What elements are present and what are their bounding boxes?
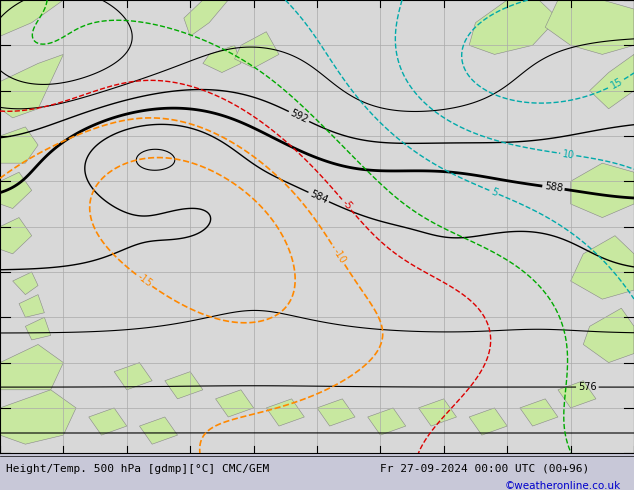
Polygon shape [558, 381, 596, 408]
Polygon shape [571, 236, 634, 299]
Text: 15: 15 [609, 76, 624, 91]
Polygon shape [216, 390, 254, 417]
Polygon shape [0, 127, 38, 163]
Polygon shape [469, 408, 507, 435]
Polygon shape [368, 408, 406, 435]
Text: -15: -15 [135, 272, 153, 289]
Polygon shape [520, 399, 558, 426]
Polygon shape [0, 390, 76, 444]
Polygon shape [235, 32, 279, 68]
Polygon shape [545, 0, 634, 54]
Polygon shape [19, 294, 44, 318]
Polygon shape [583, 308, 634, 363]
Polygon shape [0, 218, 32, 254]
Text: 10: 10 [562, 148, 575, 160]
Polygon shape [0, 344, 63, 390]
Polygon shape [203, 46, 241, 73]
Text: 576: 576 [578, 382, 597, 392]
Polygon shape [89, 408, 127, 435]
Polygon shape [571, 163, 634, 218]
Polygon shape [114, 363, 152, 390]
Polygon shape [139, 417, 178, 444]
Polygon shape [317, 399, 355, 426]
Text: -5: -5 [339, 197, 353, 212]
Polygon shape [418, 399, 456, 426]
Text: Height/Temp. 500 hPa [gdmp][°C] CMC/GEM: Height/Temp. 500 hPa [gdmp][°C] CMC/GEM [6, 464, 269, 474]
Polygon shape [13, 272, 38, 294]
Text: -10: -10 [331, 247, 348, 266]
Text: 584: 584 [308, 189, 329, 205]
Polygon shape [266, 399, 304, 426]
Polygon shape [590, 54, 634, 109]
Text: 588: 588 [543, 181, 563, 194]
Text: Fr 27-09-2024 00:00 UTC (00+96): Fr 27-09-2024 00:00 UTC (00+96) [380, 464, 590, 474]
Polygon shape [0, 54, 63, 118]
Text: ©weatheronline.co.uk: ©weatheronline.co.uk [505, 481, 621, 490]
Polygon shape [25, 318, 51, 340]
Polygon shape [469, 0, 558, 54]
Polygon shape [0, 0, 63, 36]
Polygon shape [165, 371, 203, 399]
Polygon shape [0, 172, 32, 209]
Text: 592: 592 [288, 108, 309, 125]
Polygon shape [184, 0, 228, 36]
Text: 5: 5 [489, 187, 499, 198]
